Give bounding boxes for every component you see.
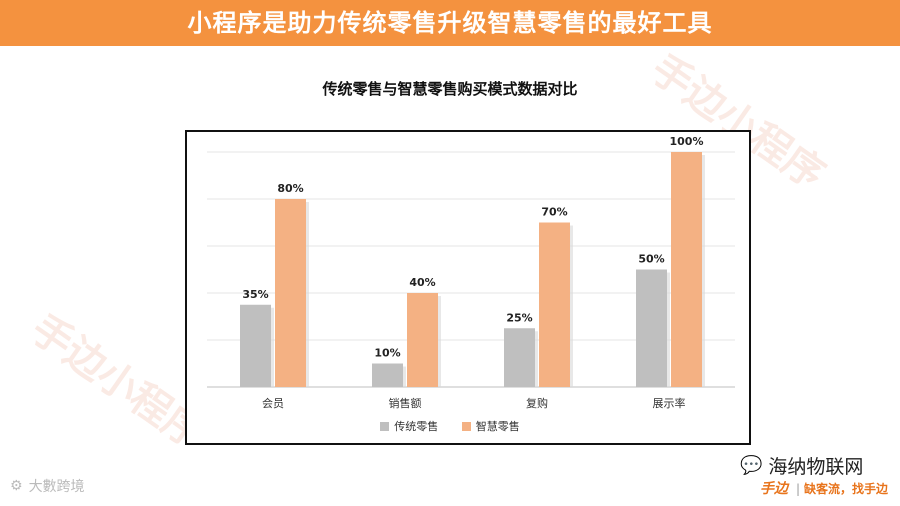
bar-smart-2 [539,222,570,387]
category-label: 复购 [526,396,548,410]
brand-footer: 手边 | 缺客流，找手边 [760,478,888,498]
legend-item-traditional: 传统零售 [380,418,438,434]
bar-traditional-0 [240,304,271,387]
bar-smart-1 [407,293,438,387]
data-label: 10% [374,347,400,360]
bar-smart-0 [275,199,306,387]
corner-logo-text: 大數跨境 [28,479,85,495]
bar-smart-3 [671,152,702,387]
data-label: 40% [409,276,435,289]
page-banner: 小程序是助力传统零售升级智慧零售的最好工具 [0,0,900,46]
legend-label-traditional: 传统零售 [394,420,439,433]
chart-title: 传统零售与智慧零售购买模式数据对比 [322,80,578,98]
data-label: 80% [277,182,303,195]
bar-traditional-2 [504,328,535,387]
wechat-icon: 💬 [740,455,763,476]
chart-frame: 35% 80% 会员 10% 40% 销售额 25% 70% 复购 50% 100% 展示率 [185,130,751,445]
legend-label-smart: 智慧零售 [475,420,520,433]
data-label: 35% [242,288,268,301]
data-label: 100% [670,135,704,148]
bar-traditional-1 [372,363,403,387]
wechat-account: 💬 海纳物联网 [740,452,863,479]
legend-swatch-traditional [380,421,390,431]
wechat-account-name: 海纳物联网 [768,456,864,478]
brand-separator: | [796,482,801,496]
bar-traditional-3 [636,269,667,387]
legend-swatch-smart [461,421,471,431]
chart-legend: 传统零售 智慧零售 [0,418,900,434]
brand-logo: 手边 [760,481,788,497]
bar-chart: 35% 80% 会员 10% 40% 销售额 25% 70% 复购 50% 100% 展示率 [207,135,735,410]
data-label: 25% [506,311,532,324]
category-label: 会员 [262,397,284,410]
data-label: 50% [638,253,664,266]
corner-logo-icon: ⚙ [10,478,23,494]
data-label: 70% [541,206,567,219]
legend-item-smart: 智慧零售 [461,418,520,434]
category-label: 展示率 [653,396,686,410]
brand-slogan: 缺客流，找手边 [804,482,889,496]
category-label: 销售额 [389,396,422,410]
corner-logo: ⚙ 大數跨境 [10,476,85,496]
